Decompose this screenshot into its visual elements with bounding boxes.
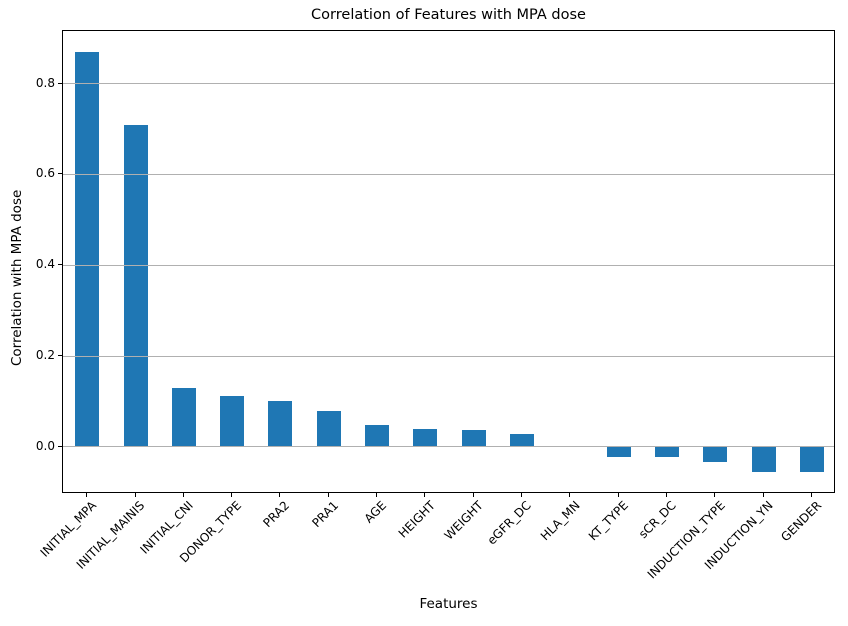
bar-INDUCTION_YN — [751, 446, 776, 472]
y-tick-label: 0.8 — [35, 75, 55, 90]
x-tick-mark — [424, 493, 426, 497]
bar-eGFR_DC — [510, 434, 534, 447]
x-tick-label-HLA_MN: HLA_MN — [537, 498, 583, 544]
bar-INDUCTION_TYPE — [703, 446, 728, 462]
y-axis-label: Correlation with MPA dose — [9, 189, 25, 366]
x-tick-mark — [810, 493, 812, 497]
chart-title: Correlation of Features with MPA dose — [311, 7, 586, 23]
bar-INITIAL_MAINIS — [123, 124, 148, 447]
x-tick-mark — [762, 493, 764, 497]
gridline-y-0.2 — [63, 355, 834, 357]
bar-AGE — [365, 425, 389, 447]
bar-WEIGHT — [461, 430, 486, 447]
bar-sCR_DC — [654, 446, 679, 457]
bar-DONOR_TYPE — [220, 395, 245, 447]
x-tick-mark — [279, 493, 281, 497]
x-tick-label-GENDER: GENDER — [778, 498, 825, 545]
bar-PRA2 — [268, 400, 293, 447]
x-tick-mark — [617, 493, 619, 497]
x-tick-label-AGE: AGE — [361, 498, 390, 526]
x-tick-label-sCR_DC: sCR_DC — [636, 498, 680, 542]
x-tick-mark — [86, 493, 88, 497]
x-tick-label-PRA2: PRA2 — [260, 498, 293, 531]
y-tick-mark — [58, 445, 62, 447]
x-tick-mark — [472, 493, 474, 497]
x-tick-mark — [376, 493, 377, 497]
x-tick-label-eGFR_DC: eGFR_DC — [485, 498, 535, 548]
bar-KT_TYPE — [606, 446, 631, 457]
x-tick-mark — [327, 493, 329, 497]
x-tick-label-KT_TYPE: KT_TYPE — [585, 498, 631, 544]
gridline-y-0 — [63, 446, 834, 448]
y-tick-mark — [58, 355, 62, 356]
x-tick-label-HEIGHT: HEIGHT — [395, 498, 438, 541]
bar-INITIAL_CNI — [171, 387, 196, 447]
y-tick-mark — [58, 264, 62, 266]
y-tick-mark — [58, 82, 62, 84]
x-tick-mark — [134, 493, 136, 497]
y-tick-mark — [58, 173, 62, 175]
plot-area — [62, 30, 835, 493]
y-tick-label: 0.0 — [35, 438, 55, 453]
x-tick-mark — [569, 493, 571, 497]
x-axis-label: Features — [419, 596, 478, 612]
bar-HEIGHT — [413, 428, 438, 447]
bar-PRA1 — [316, 410, 341, 447]
x-tick-mark — [231, 493, 233, 497]
gridline-y-0.8 — [63, 83, 834, 85]
x-tick-mark — [182, 493, 184, 497]
x-tick-mark — [521, 493, 522, 497]
x-tick-label-PRA1: PRA1 — [309, 498, 341, 531]
y-tick-label: 0.4 — [35, 257, 55, 272]
bar-GENDER — [799, 446, 824, 472]
bar-INITIAL_MPA — [75, 51, 100, 447]
x-tick-mark — [665, 493, 667, 497]
gridline-y-0.6 — [63, 173, 834, 175]
gridline-y-0.4 — [63, 264, 834, 266]
x-tick-mark — [714, 493, 716, 497]
x-tick-label-WEIGHT: WEIGHT — [441, 498, 486, 543]
y-tick-label: 0.6 — [35, 166, 55, 181]
y-tick-label: 0.2 — [35, 348, 55, 362]
